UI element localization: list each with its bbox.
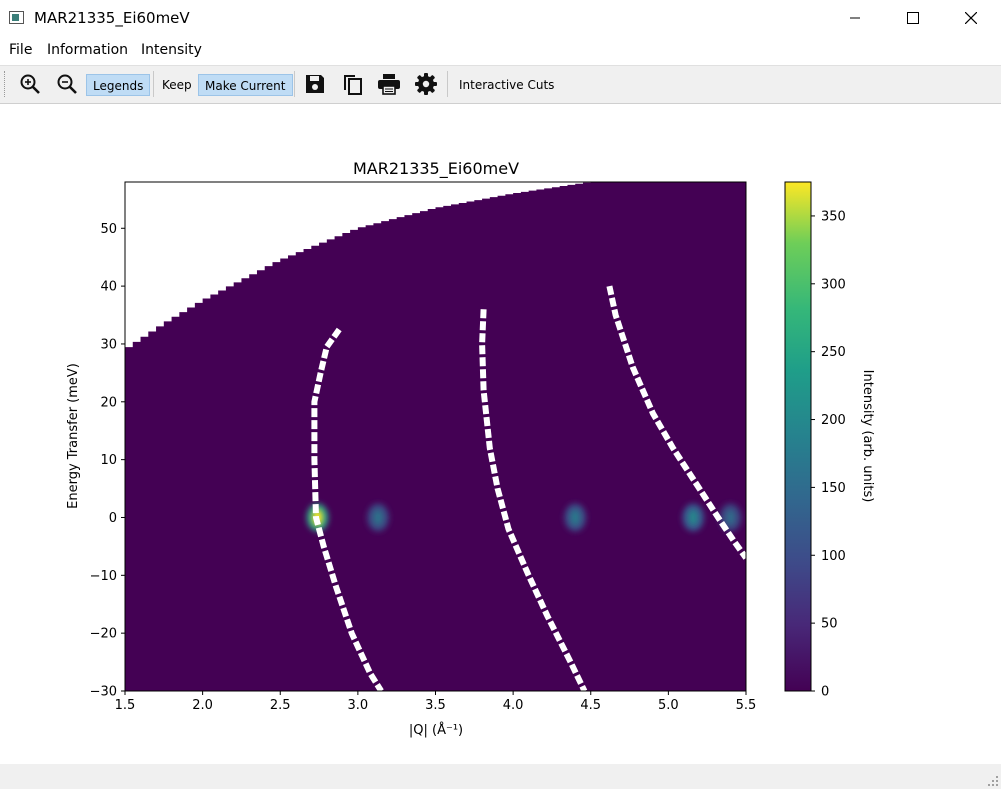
zoom-out-button[interactable] [53, 70, 81, 98]
y-tick-label: 50 [100, 222, 117, 237]
gear-icon [415, 73, 437, 95]
x-tick-label: 4.0 [503, 698, 524, 713]
heatmap-layer [125, 182, 746, 691]
legends-toggle[interactable]: Legends [86, 74, 151, 96]
colorbar-label: Intensity (arb. units) [860, 370, 875, 503]
detector-gap-2 [606, 285, 746, 560]
copy-icon [344, 75, 362, 95]
x-tick-label: 3.5 [425, 698, 446, 713]
x-tick-label: 4.5 [580, 698, 601, 713]
minimize-icon [850, 17, 860, 19]
colorbar-tick-label: 50 [821, 617, 838, 632]
toolbar: Legends Keep Make Current [0, 65, 1001, 104]
y-tick-label: −30 [90, 685, 117, 700]
app-window-icon [9, 11, 24, 24]
close-button[interactable] [948, 0, 994, 36]
colorbar-tick-label: 100 [821, 549, 846, 564]
interactive-cuts-button[interactable]: Interactive Cuts [459, 78, 555, 92]
y-tick-label: 0 [109, 511, 117, 526]
zoom-out-icon [57, 74, 77, 94]
menu-information[interactable]: Information [47, 42, 129, 58]
menu-bar: File Information Intensity [0, 38, 1001, 62]
toolbar-grip[interactable] [4, 71, 8, 97]
close-icon [965, 12, 977, 24]
resize-grip-icon[interactable] [987, 775, 999, 787]
colorbar-tick-label: 300 [821, 277, 846, 292]
minimize-button[interactable] [832, 0, 878, 36]
save-button[interactable] [301, 70, 329, 98]
peak-3 [682, 503, 705, 532]
plot-canvas[interactable]: MAR21335_Ei60meV 1.5 2.0 2.5 3.0 3.5 4.0 4.5 5.… [0, 102, 1001, 762]
detector-gap-1 [479, 309, 588, 691]
peak-1 [367, 503, 390, 532]
maximize-icon [907, 12, 919, 24]
status-bar [0, 764, 1001, 789]
colorbar-tick-label: 200 [821, 413, 846, 428]
print-button[interactable] [375, 70, 403, 98]
toolbar-separator [153, 71, 154, 97]
colorbar-tick-label: 0 [821, 685, 829, 700]
y-tick-label: 10 [100, 453, 117, 468]
y-tick-label: 20 [100, 395, 117, 410]
chart-title: MAR21335_Ei60meV [353, 159, 519, 179]
colorbar-tick-label: 250 [821, 345, 846, 360]
window-title-bar: MAR21335_Ei60meV [0, 0, 1001, 36]
keep-button[interactable]: Keep [162, 78, 192, 92]
x-tick-label: 3.0 [348, 698, 369, 713]
x-tick-label: 5.0 [658, 698, 679, 713]
zoom-in-icon [20, 74, 40, 94]
settings-button[interactable] [412, 70, 440, 98]
colorbar-axis: 0 50 100 150 200 250 300 350 [811, 209, 846, 700]
kinematic-limit-mask [125, 182, 746, 348]
x-tick-label: 1.5 [115, 698, 136, 713]
menu-file[interactable]: File [9, 42, 33, 58]
y-tick-label: 40 [100, 280, 117, 295]
peak-2 [564, 503, 587, 532]
detector-gap-0 [311, 327, 384, 691]
save-icon [306, 75, 324, 93]
y-tick-label: 30 [100, 337, 117, 352]
colorbar [784, 181, 812, 692]
menu-intensity[interactable]: Intensity [141, 42, 202, 58]
x-tick-label: 5.5 [736, 698, 757, 713]
y-axis-label: Energy Transfer (meV) [66, 363, 81, 509]
window-title: MAR21335_Ei60meV [34, 9, 190, 27]
maximize-button[interactable] [890, 0, 936, 36]
x-tick-label: 2.0 [192, 698, 213, 713]
zoom-in-button[interactable] [16, 70, 44, 98]
print-icon [378, 74, 400, 95]
y-tick-label: −10 [90, 569, 117, 584]
y-tick-label: −20 [90, 627, 117, 642]
x-axis-label: |Q| (Å⁻¹) [409, 722, 463, 738]
colorbar-tick-label: 350 [821, 209, 846, 224]
toolbar-separator [447, 71, 448, 97]
y-axis: −30 −20 −10 0 10 20 30 40 50 [90, 222, 125, 700]
colorbar-tick-label: 150 [821, 481, 846, 496]
x-tick-label: 2.5 [270, 698, 291, 713]
copy-button[interactable] [338, 70, 366, 98]
toolbar-separator [294, 71, 295, 97]
make-current-toggle[interactable]: Make Current [198, 74, 293, 96]
x-axis: 1.5 2.0 2.5 3.0 3.5 4.0 4.5 5.0 5.5 [115, 691, 757, 713]
